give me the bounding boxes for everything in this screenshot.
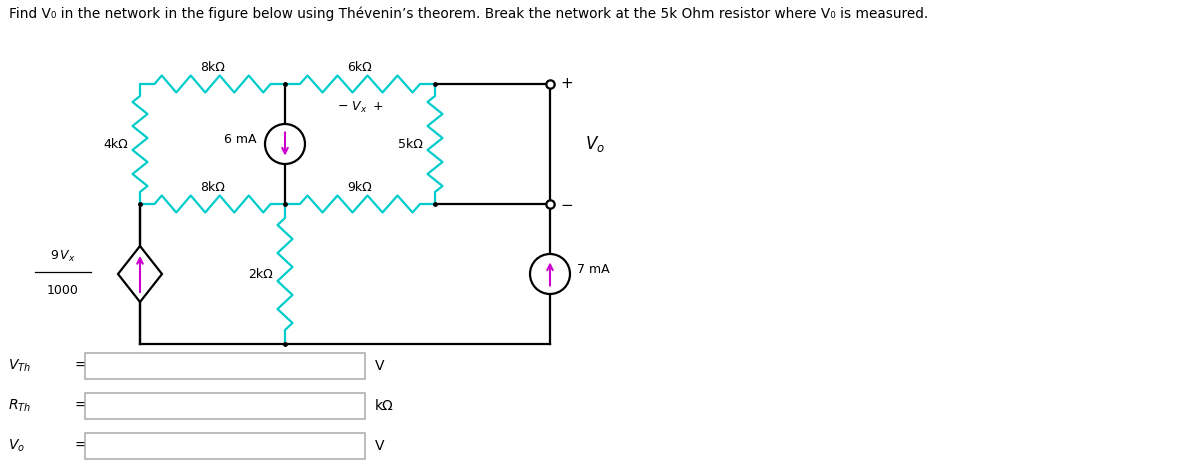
Text: 9kΩ: 9kΩ (348, 181, 372, 194)
FancyBboxPatch shape (85, 393, 365, 419)
Text: $-\ V_x\ +$: $-\ V_x\ +$ (337, 100, 383, 115)
Text: =: = (74, 439, 86, 453)
Text: Find V₀ in the network in the figure below using Thévenin’s theorem. Break the n: Find V₀ in the network in the figure bel… (10, 6, 929, 20)
Circle shape (530, 254, 570, 294)
Text: =: = (74, 399, 86, 413)
Text: 8kΩ: 8kΩ (200, 61, 224, 74)
FancyBboxPatch shape (85, 353, 365, 379)
Text: 7 mA: 7 mA (577, 263, 610, 275)
FancyBboxPatch shape (85, 433, 365, 459)
Text: 1000: 1000 (47, 284, 79, 297)
Text: V: V (374, 359, 384, 373)
Text: kΩ: kΩ (374, 399, 394, 413)
Text: =: = (74, 359, 86, 373)
Text: $R_{Th}$: $R_{Th}$ (8, 398, 31, 414)
Text: 8kΩ: 8kΩ (200, 181, 224, 194)
Circle shape (265, 124, 305, 164)
Text: $9\,V_x$: $9\,V_x$ (50, 249, 76, 264)
Text: −: − (560, 199, 572, 213)
Text: 5kΩ: 5kΩ (398, 137, 422, 151)
Text: +: + (560, 75, 572, 91)
Text: 2kΩ: 2kΩ (248, 267, 274, 281)
Text: $V_{Th}$: $V_{Th}$ (8, 358, 31, 374)
Text: 6 mA: 6 mA (224, 133, 257, 146)
Text: V: V (374, 439, 384, 453)
Text: $V_o$: $V_o$ (586, 134, 605, 154)
Text: $V_o$: $V_o$ (8, 438, 25, 454)
Polygon shape (118, 246, 162, 302)
Text: 4kΩ: 4kΩ (103, 137, 128, 151)
Text: 6kΩ: 6kΩ (348, 61, 372, 74)
